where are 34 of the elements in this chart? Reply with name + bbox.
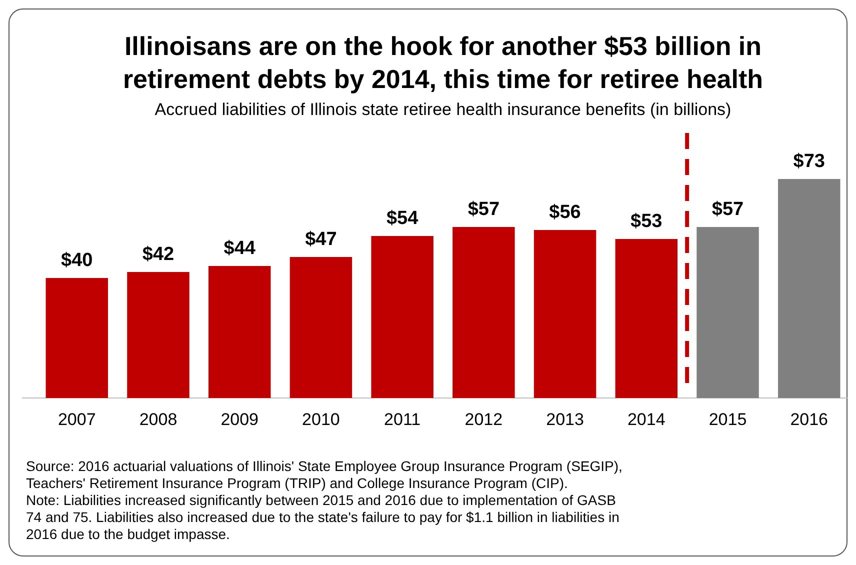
chart-subtitle: Accrued liabilities of Illinois state retiree health insurance benefits (in billions) <box>154 100 732 119</box>
x-tick-label: 2013 <box>546 410 584 429</box>
x-tick-label: 2011 <box>384 410 421 429</box>
bar <box>46 278 108 398</box>
source-note: Source: 2016 actuarial valuations of Illinois' State Employee Group Insurance Program (SEGIP), Teachers' Retirement Insurance Program (TRIP) and College Insurance Program (CIP). <box>26 458 622 491</box>
bar <box>452 227 515 398</box>
x-tick-label: 2009 <box>220 410 259 429</box>
x-tick-label: 2015 <box>708 410 747 429</box>
data-label: $44 <box>224 238 256 259</box>
bar <box>290 257 352 398</box>
chart-title: Illinoisans are on the hook for another $53 billion in retirement debts by 2014, this time for retiree health <box>122 31 764 94</box>
bar <box>696 227 759 398</box>
x-tick-label: 2016 <box>790 410 828 429</box>
x-tick-label: 2007 <box>58 410 96 429</box>
x-tick-label: 2014 <box>627 410 666 429</box>
data-label: $57 <box>712 199 744 220</box>
x-tick-label: 2008 <box>139 410 178 429</box>
data-label: $57 <box>468 199 500 220</box>
bar <box>615 239 678 398</box>
data-label: $56 <box>549 202 581 223</box>
bar <box>371 236 434 398</box>
data-label: $40 <box>61 250 93 271</box>
bar <box>534 230 596 398</box>
bar <box>127 272 190 398</box>
data-label: $47 <box>305 229 337 250</box>
data-label: $53 <box>630 211 662 232</box>
data-label: $42 <box>142 244 174 265</box>
bar <box>778 179 840 398</box>
text: Note: Liabilities increased significantly between 2015 and 2016 due to implementation of GASB 74 and 75. Liabilities also increased due to the state's failure to pay for $1.1 billion in liabilities in 2016 due to the budget impasse. <box>26 492 620 542</box>
x-tick-label: 2012 <box>464 410 503 429</box>
x-tick-label: 2010 <box>302 410 340 429</box>
data-label: $73 <box>793 151 825 172</box>
bar <box>208 266 271 398</box>
data-label: $54 <box>386 208 419 229</box>
